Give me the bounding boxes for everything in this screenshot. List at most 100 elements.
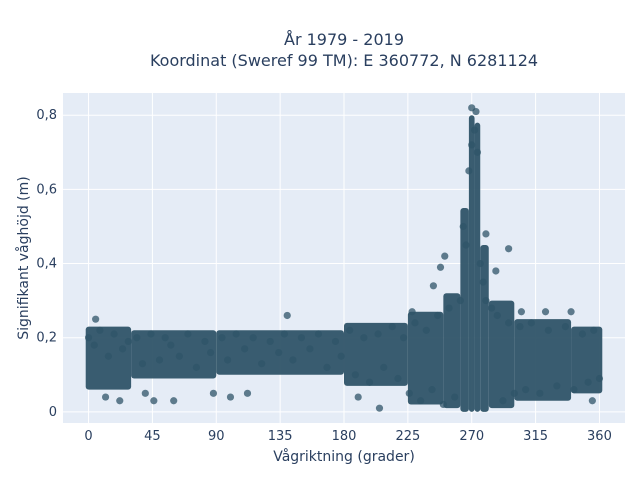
x-tick-label: 135 xyxy=(268,429,293,444)
data-point xyxy=(209,389,218,397)
density-band xyxy=(571,326,603,394)
data-point xyxy=(536,389,544,397)
x-tick-label: 360 xyxy=(587,429,612,444)
data-point xyxy=(96,326,104,334)
x-tick-label: 0 xyxy=(84,429,92,444)
data-point xyxy=(90,341,98,349)
data-point xyxy=(380,363,388,371)
data-point xyxy=(116,397,124,405)
data-point xyxy=(232,330,240,338)
data-point xyxy=(429,282,438,290)
density-band xyxy=(407,311,444,405)
data-point xyxy=(441,252,449,260)
density-band xyxy=(131,330,217,379)
data-point xyxy=(434,311,442,320)
data-point xyxy=(289,356,297,364)
density-band xyxy=(488,300,515,409)
data-point xyxy=(584,378,592,386)
data-point xyxy=(445,304,453,312)
chart-title: År 1979 - 2019 xyxy=(284,30,404,49)
density-band xyxy=(514,319,572,401)
data-point xyxy=(417,397,425,405)
data-point xyxy=(331,337,340,346)
y-tick-label: 0,2 xyxy=(36,331,57,346)
data-point xyxy=(479,278,487,286)
data-point xyxy=(280,330,288,338)
data-point xyxy=(487,304,496,312)
x-tick-label: 45 xyxy=(144,429,161,444)
data-point xyxy=(161,334,169,342)
data-point xyxy=(459,222,467,231)
data-point xyxy=(451,393,459,401)
data-point xyxy=(505,245,513,253)
data-point xyxy=(516,322,524,331)
data-point xyxy=(218,334,226,342)
data-point xyxy=(258,360,266,368)
data-point xyxy=(133,334,141,342)
data-point xyxy=(314,330,323,338)
density-band xyxy=(474,122,481,412)
x-axis-ticks: 0 45 90 135 180 225 270 315 360 xyxy=(84,429,611,444)
data-point xyxy=(266,337,274,346)
data-point xyxy=(184,330,192,338)
data-point xyxy=(465,167,473,175)
data-points xyxy=(84,104,604,412)
data-point xyxy=(567,308,575,316)
data-point xyxy=(505,319,513,327)
data-point xyxy=(337,352,345,360)
data-point xyxy=(170,397,178,405)
data-point xyxy=(462,241,470,249)
data-point xyxy=(92,315,100,323)
data-point xyxy=(422,326,430,334)
y-axis-ticks: 0 0,2 0,4 0,6 0,8 xyxy=(36,108,57,420)
density-band xyxy=(468,115,475,412)
x-tick-label: 270 xyxy=(459,429,484,444)
data-point xyxy=(119,345,127,353)
data-point xyxy=(476,259,484,268)
data-point xyxy=(588,397,596,405)
data-point xyxy=(428,386,436,394)
x-tick-label: 225 xyxy=(395,429,420,444)
data-point xyxy=(590,326,598,334)
data-point xyxy=(595,374,604,383)
y-tick-label: 0,8 xyxy=(36,108,57,123)
data-point xyxy=(553,382,561,390)
data-point xyxy=(124,337,132,346)
density-band xyxy=(443,293,461,409)
chart-subtitle: Koordinat (Sweref 99 TM): E 360772, N 62… xyxy=(150,51,538,70)
data-point xyxy=(472,107,480,116)
data-point xyxy=(400,334,408,342)
x-tick-label: 315 xyxy=(523,429,548,444)
data-point xyxy=(110,330,118,338)
data-point xyxy=(578,330,587,338)
data-point xyxy=(155,356,164,364)
data-point xyxy=(323,363,331,371)
data-point xyxy=(138,360,147,368)
data-point xyxy=(306,345,314,353)
data-point xyxy=(354,393,362,401)
data-point xyxy=(241,345,249,353)
data-point xyxy=(388,322,396,331)
data-point xyxy=(147,330,155,338)
data-point xyxy=(436,263,445,271)
data-point xyxy=(275,348,283,357)
data-point xyxy=(375,404,384,412)
data-point xyxy=(527,319,535,327)
data-point xyxy=(150,397,158,405)
data-point xyxy=(517,308,525,316)
data-point xyxy=(206,348,215,357)
data-point xyxy=(470,126,479,134)
data-point xyxy=(249,334,257,342)
data-point xyxy=(544,326,552,334)
data-point xyxy=(141,389,149,397)
data-point xyxy=(473,148,482,156)
data-point xyxy=(360,334,368,342)
data-point xyxy=(84,334,93,342)
data-point xyxy=(482,230,490,238)
y-tick-label: 0 xyxy=(49,405,57,420)
data-point xyxy=(408,308,416,316)
data-point xyxy=(101,393,110,401)
data-point xyxy=(492,267,500,275)
data-point xyxy=(522,386,530,394)
